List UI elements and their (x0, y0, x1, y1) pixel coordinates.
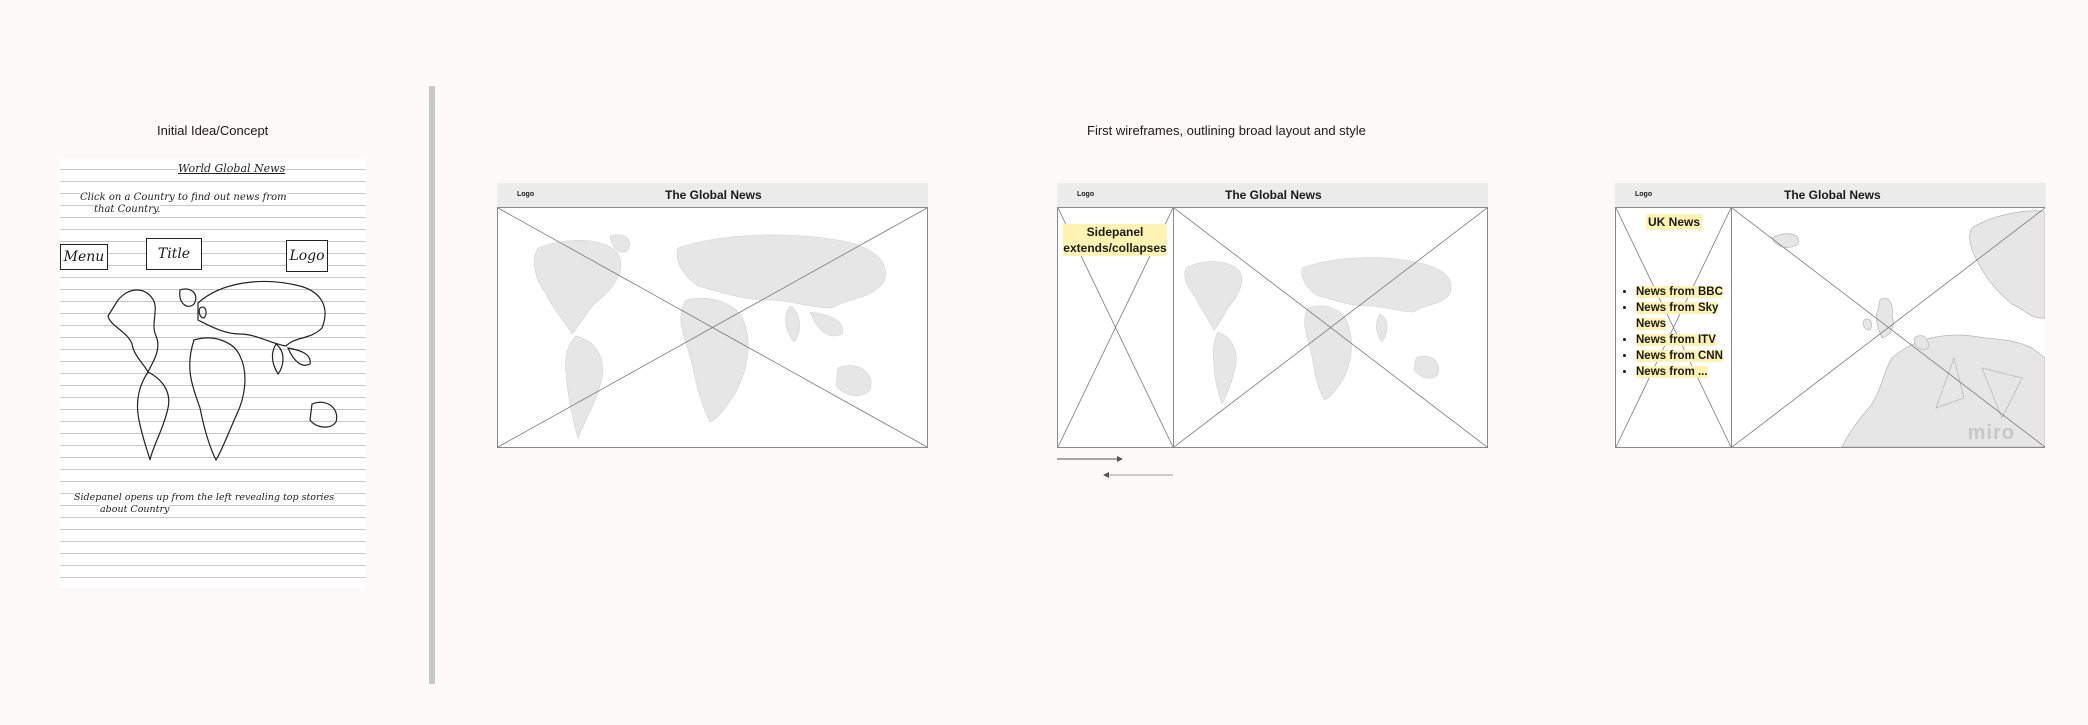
section-divider (429, 86, 435, 684)
sketch-logo-box: Logo (286, 240, 328, 272)
wireframe-3-map-area: miro (1731, 207, 2045, 448)
news-item[interactable]: News from ... (1636, 364, 1731, 380)
sidepanel-note: Sidepanel extends/collapses (1063, 224, 1167, 256)
wireframe-3-header: Logo The Global News (1615, 183, 2046, 207)
sketch-bottom-line1: Sidepanel opens up from the left reveali… (74, 492, 335, 503)
wireframe-2-header: Logo The Global News (1057, 183, 1488, 207)
wireframe-3-logo: Logo (1635, 191, 1653, 198)
concept-sketch: World Global News Click on a Country to … (60, 158, 366, 588)
wireframe-3: Logo The Global News UK News News from B… (1615, 183, 2046, 448)
sketch-menu-box: Menu (60, 244, 108, 270)
news-source-list: News from BBC News from Sky News News fr… (1618, 284, 1731, 380)
wireframe-3-zoomed-map (1732, 208, 2045, 447)
sketch-bottom-line2: about Country (100, 504, 170, 515)
wireframe-2-title: The Global News (1225, 188, 1322, 202)
wireframe-1-header: Logo The Global News (497, 183, 928, 207)
wireframe-1: Logo The Global News (497, 183, 928, 448)
wireframe-3-sidepanel-placeholder (1616, 208, 1731, 447)
concept-heading: Initial Idea/Concept (157, 123, 269, 138)
news-item[interactable]: News from BBC (1636, 284, 1731, 300)
sketch-title: World Global News (178, 162, 286, 175)
wireframe-2-map-area (1173, 207, 1488, 448)
wireframe-1-map (498, 208, 927, 447)
wireframe-2-map (1174, 208, 1487, 447)
sketch-instruction-line1: Click on a Country to find out news from (80, 192, 287, 203)
wireframes-heading: First wireframes, outlining broad layout… (1087, 123, 1366, 138)
wireframe-3-sidepanel: UK News News from BBC News from Sky News… (1615, 207, 1732, 448)
wireframe-2-logo: Logo (1077, 191, 1095, 198)
wireframe-2: Logo The Global News Sidepanel extends/c… (1057, 183, 1488, 478)
miro-watermark: miro (1967, 422, 2015, 444)
sketch-world-map (107, 280, 338, 462)
sketch-instruction-line2: that Country. (94, 204, 161, 215)
uk-news-title: UK News (1646, 214, 1703, 230)
news-item[interactable]: News from CNN (1636, 348, 1731, 364)
wireframe-1-map-area (497, 207, 928, 448)
news-item[interactable]: News from Sky News (1636, 300, 1731, 332)
wireframe-1-title: The Global News (665, 188, 762, 202)
wireframe-2-sidepanel: Sidepanel extends/collapses (1057, 207, 1174, 448)
wireframe-1-logo: Logo (517, 191, 535, 198)
wireframe-3-title: The Global News (1784, 188, 1881, 202)
sketch-title-box: Title (146, 238, 202, 270)
news-item[interactable]: News from ITV (1636, 332, 1731, 348)
expand-collapse-arrows (1057, 456, 1173, 478)
